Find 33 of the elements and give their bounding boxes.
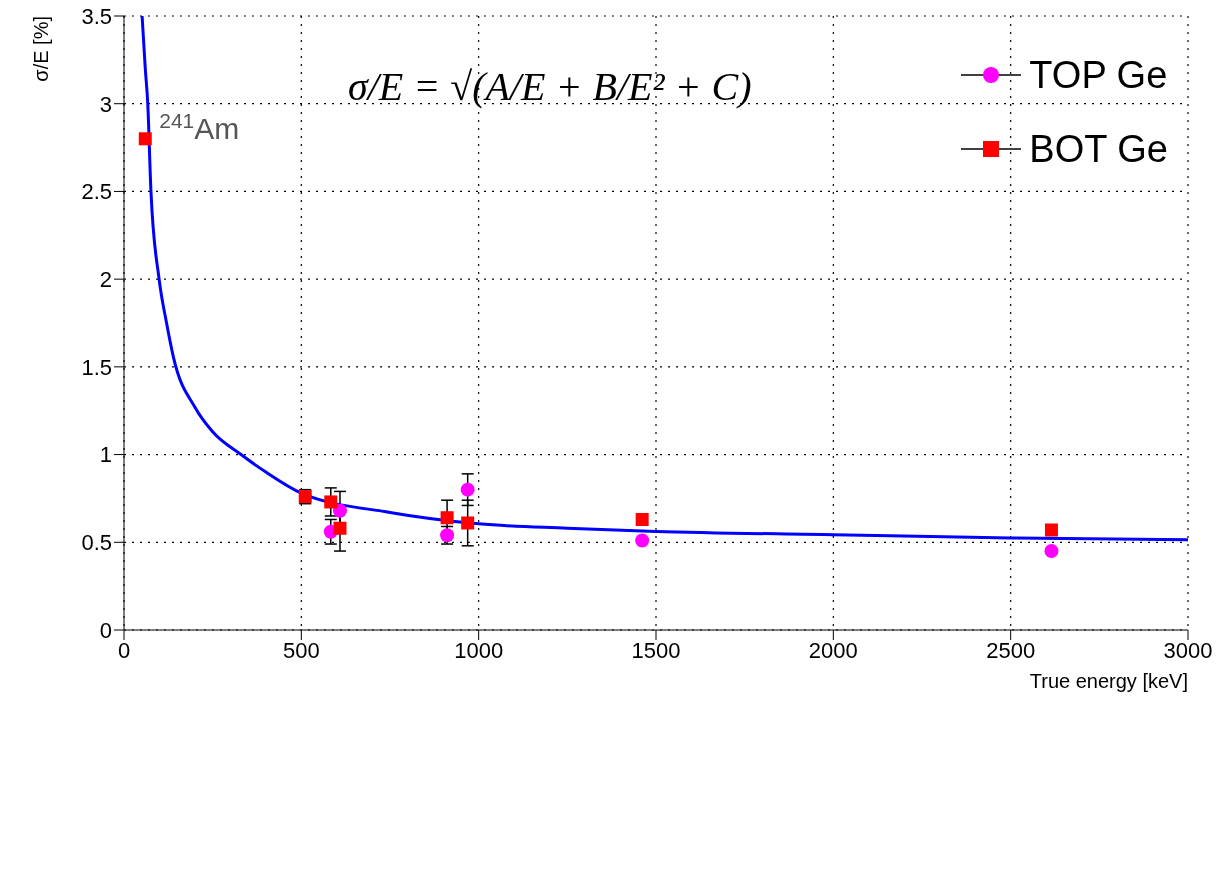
legend-label: BOT Ge [1029, 127, 1168, 171]
x-tick-label: 1500 [631, 637, 681, 663]
point [440, 511, 454, 525]
legend-label: TOP Ge [1029, 53, 1168, 97]
y-tick-label: 1.5 [81, 354, 112, 380]
point [324, 495, 338, 509]
y-tick-label: 3 [99, 91, 112, 117]
annotation: σ/E = √(A/E + B/E² + C) [348, 63, 752, 110]
y-tick-label: 2 [99, 266, 112, 292]
x-tick-label: 3000 [1163, 637, 1213, 663]
point [635, 512, 649, 526]
y-tick-label: 0 [99, 617, 112, 643]
point [333, 521, 347, 535]
point [1044, 544, 1059, 559]
y-tick-label: 1 [99, 442, 112, 468]
line-series [140, 16, 1188, 542]
point [461, 516, 475, 530]
annotation: $^{241}$Am [159, 108, 240, 145]
point [460, 482, 475, 497]
y-tick-label: 2.5 [81, 179, 112, 205]
point [1044, 523, 1058, 537]
x-tick-label: 2500 [986, 637, 1036, 663]
point [635, 533, 650, 548]
x-tick-label: 1000 [454, 637, 504, 663]
point [138, 132, 152, 146]
y-tick-label: 0.5 [81, 530, 112, 556]
y-tick-label: 3.5 [81, 3, 112, 29]
x-tick-label: 2000 [808, 637, 858, 663]
x-tick-label: 500 [282, 637, 320, 663]
x-axis-title: True energy [keV] [1029, 670, 1188, 692]
y-axis-title: σ/E [%] [30, 16, 52, 82]
point [332, 503, 347, 518]
x-tick-label: 0 [117, 637, 131, 663]
